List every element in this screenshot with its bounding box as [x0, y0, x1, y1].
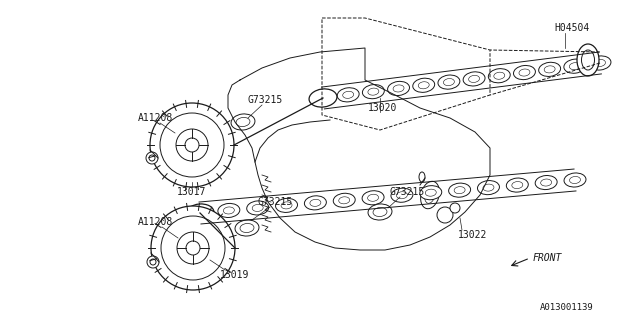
Text: FRONT: FRONT: [533, 253, 563, 263]
Ellipse shape: [362, 191, 384, 205]
Ellipse shape: [388, 81, 410, 96]
Ellipse shape: [438, 75, 460, 89]
Ellipse shape: [589, 56, 611, 70]
Ellipse shape: [582, 50, 595, 70]
Text: 13022: 13022: [458, 230, 488, 240]
Ellipse shape: [186, 204, 214, 222]
Ellipse shape: [535, 175, 557, 189]
Circle shape: [147, 256, 159, 268]
Ellipse shape: [413, 78, 435, 92]
Ellipse shape: [454, 187, 465, 194]
Ellipse shape: [235, 220, 259, 236]
Circle shape: [151, 206, 235, 290]
Ellipse shape: [541, 179, 552, 186]
Ellipse shape: [444, 78, 454, 86]
Circle shape: [160, 113, 224, 177]
Circle shape: [437, 207, 453, 223]
Ellipse shape: [564, 173, 586, 187]
Circle shape: [450, 203, 460, 213]
Ellipse shape: [449, 183, 470, 197]
Ellipse shape: [564, 59, 586, 73]
Ellipse shape: [425, 187, 435, 203]
Ellipse shape: [218, 204, 240, 218]
Ellipse shape: [342, 91, 354, 98]
Ellipse shape: [195, 210, 205, 217]
Ellipse shape: [488, 69, 510, 83]
Ellipse shape: [494, 72, 505, 79]
Ellipse shape: [368, 204, 392, 220]
Ellipse shape: [337, 88, 359, 102]
Circle shape: [185, 138, 199, 152]
Ellipse shape: [463, 72, 485, 86]
Circle shape: [150, 103, 234, 187]
Ellipse shape: [339, 197, 349, 204]
Ellipse shape: [246, 201, 269, 215]
Text: 13020: 13020: [368, 103, 397, 113]
Ellipse shape: [391, 188, 413, 202]
Ellipse shape: [367, 194, 379, 201]
Ellipse shape: [393, 85, 404, 92]
Text: A013001139: A013001139: [540, 303, 594, 313]
Text: H04504: H04504: [554, 23, 589, 33]
Ellipse shape: [570, 63, 580, 70]
Ellipse shape: [305, 196, 326, 210]
Ellipse shape: [539, 62, 561, 76]
Ellipse shape: [420, 181, 440, 209]
Ellipse shape: [240, 223, 254, 233]
Ellipse shape: [420, 186, 442, 200]
Ellipse shape: [577, 44, 599, 76]
Ellipse shape: [317, 94, 328, 101]
Circle shape: [186, 241, 200, 255]
Ellipse shape: [362, 84, 384, 99]
Ellipse shape: [312, 91, 334, 105]
Circle shape: [149, 155, 155, 161]
Ellipse shape: [281, 202, 292, 209]
Ellipse shape: [419, 172, 425, 182]
Ellipse shape: [309, 89, 337, 107]
Circle shape: [146, 152, 158, 164]
Text: G73215: G73215: [390, 187, 425, 197]
Circle shape: [161, 216, 225, 280]
Ellipse shape: [595, 60, 605, 67]
Ellipse shape: [426, 189, 436, 196]
Ellipse shape: [468, 76, 479, 83]
Ellipse shape: [223, 207, 234, 214]
Ellipse shape: [368, 88, 379, 95]
Ellipse shape: [231, 114, 255, 130]
Ellipse shape: [506, 178, 528, 192]
Ellipse shape: [483, 184, 494, 191]
Ellipse shape: [189, 206, 211, 220]
Text: G73215: G73215: [248, 95, 284, 105]
Ellipse shape: [512, 181, 523, 188]
Text: A11208: A11208: [138, 217, 173, 227]
Ellipse shape: [252, 204, 263, 212]
Circle shape: [177, 232, 209, 264]
Ellipse shape: [519, 69, 530, 76]
Circle shape: [150, 259, 156, 265]
Ellipse shape: [513, 66, 536, 80]
Text: G73215: G73215: [258, 197, 293, 207]
Ellipse shape: [396, 192, 408, 199]
Ellipse shape: [570, 177, 580, 183]
Ellipse shape: [333, 193, 355, 207]
Ellipse shape: [419, 82, 429, 89]
Circle shape: [176, 129, 208, 161]
Ellipse shape: [477, 180, 499, 195]
Text: 13017: 13017: [177, 187, 207, 197]
Ellipse shape: [544, 66, 555, 73]
Ellipse shape: [373, 207, 387, 217]
Text: 13019: 13019: [220, 270, 250, 280]
Ellipse shape: [236, 117, 250, 126]
Ellipse shape: [276, 198, 298, 212]
Text: A11208: A11208: [138, 113, 173, 123]
Ellipse shape: [310, 199, 321, 206]
